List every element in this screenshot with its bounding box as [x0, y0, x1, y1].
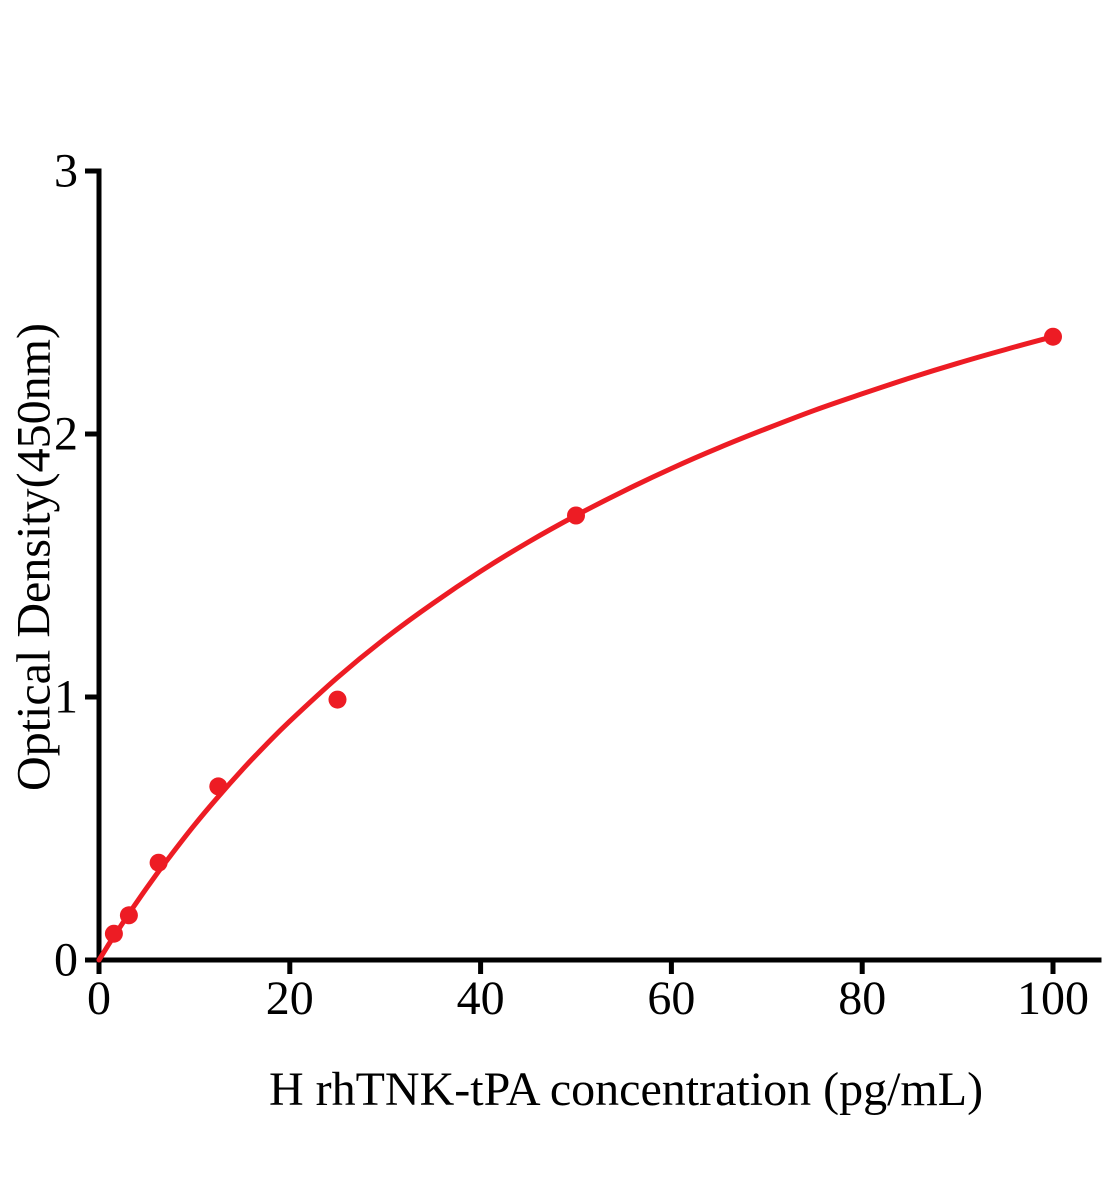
data-point [149, 853, 168, 872]
fit-curve-line [96, 334, 1056, 963]
y-axis-title: Optical Density(450nm) [8, 323, 61, 791]
x-tick-label: 60 [647, 972, 695, 1025]
x-axis-title: H rhTNK-tPA concentration (pg/mL) [269, 1063, 983, 1116]
y-tick-label: 1 [54, 671, 78, 724]
data-point [104, 924, 123, 943]
x-tick-label: 0 [87, 972, 111, 1025]
data-point [1044, 327, 1062, 346]
y-tick-label: 3 [54, 145, 78, 198]
data-points [104, 327, 1062, 943]
data-point [328, 690, 347, 709]
x-tick-label: 80 [838, 972, 886, 1025]
y-tick-label: 0 [54, 934, 78, 987]
axis-ticks [85, 168, 1056, 974]
data-point [567, 506, 585, 525]
x-tick-label: 100 [1017, 972, 1089, 1025]
x-tick-label: 20 [266, 972, 314, 1025]
y-tick-label: 2 [54, 408, 78, 461]
axis-tick-labels: 0 20 40 60 80 100 0 1 2 3 [54, 145, 1089, 1026]
axes [96, 168, 1102, 963]
data-point [119, 906, 138, 925]
data-point [209, 777, 228, 796]
x-tick-label: 40 [457, 972, 505, 1025]
